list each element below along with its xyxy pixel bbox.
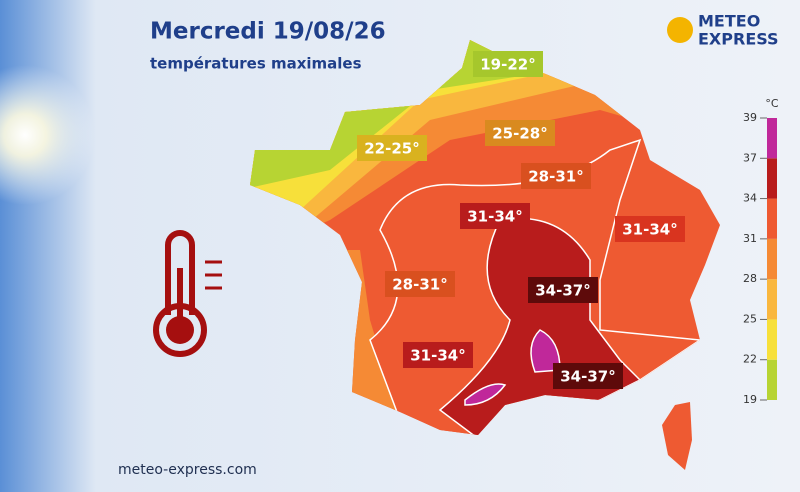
legend-tick-label: 37 xyxy=(743,151,757,164)
legend-tick-label: 22 xyxy=(743,353,757,366)
legend-swatch xyxy=(767,158,777,199)
corsica xyxy=(662,402,692,470)
logo-sun xyxy=(667,17,693,43)
thermometer-bulb xyxy=(166,316,194,344)
legend-tick-label: 31 xyxy=(743,232,757,245)
zone-label-box xyxy=(385,271,455,297)
zone-label: 28-31° xyxy=(528,168,583,186)
legend-tick-label: 34 xyxy=(743,192,757,205)
zone-label-box xyxy=(615,216,685,242)
zone-label-box xyxy=(473,51,543,77)
zone-label: 31-34° xyxy=(410,347,465,365)
zone-label: 28-31° xyxy=(392,276,447,294)
legend-swatch xyxy=(767,319,777,360)
subtitle: températures maximales xyxy=(150,55,362,73)
zone-label-box xyxy=(485,120,555,146)
zone-label-box xyxy=(357,135,427,161)
zone-label: 34-37° xyxy=(535,282,590,300)
legend-tick-label: 19 xyxy=(743,393,757,406)
logo-text: EXPRESS xyxy=(698,30,779,49)
zone-label-box xyxy=(553,363,623,389)
zone-label: 31-34° xyxy=(622,221,677,239)
legend-tick-label: 25 xyxy=(743,312,757,325)
legend-swatch xyxy=(767,238,777,280)
legend-swatch xyxy=(767,279,777,320)
zone-label: 25-28° xyxy=(492,125,547,143)
zone-label-box xyxy=(521,163,591,189)
legend-tick-label: 39 xyxy=(743,111,757,124)
legend-tick-label: 28 xyxy=(743,272,757,285)
zone-label: 31-34° xyxy=(467,208,522,226)
legend-swatch xyxy=(767,198,777,239)
title: Mercredi 19/08/26 xyxy=(150,19,386,45)
zone-label-box xyxy=(528,277,598,303)
sun xyxy=(0,65,95,205)
thermometer-icon xyxy=(153,230,222,357)
footer-url: meteo-express.com xyxy=(118,462,257,478)
legend-unit: °C xyxy=(765,97,779,110)
zone-label: 34-37° xyxy=(560,368,615,386)
zone-label: 22-25° xyxy=(364,140,419,158)
logo-text: METEO xyxy=(698,12,760,31)
zone-label-box xyxy=(460,203,530,229)
legend-swatch xyxy=(767,118,777,159)
legend-swatch xyxy=(767,359,777,400)
zone-label-box xyxy=(403,342,473,368)
zone-label: 19-22° xyxy=(480,56,535,74)
